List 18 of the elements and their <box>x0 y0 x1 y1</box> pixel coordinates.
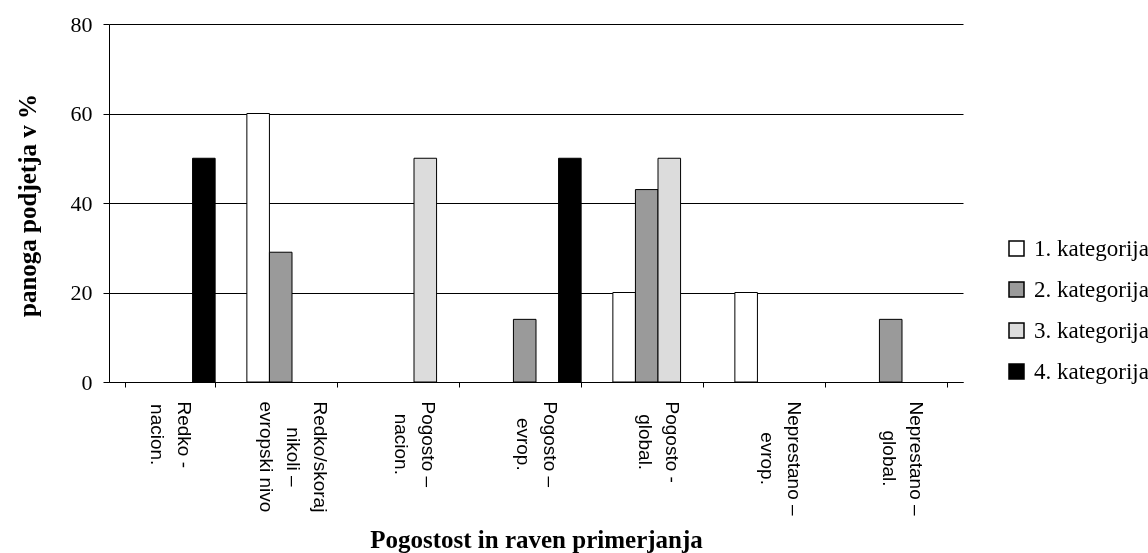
x-tick-label: Pogosto - global. <box>635 401 683 483</box>
y-tick-label: 80 <box>70 11 93 37</box>
legend-label: 1. kategorija <box>1034 235 1148 261</box>
x-tick-label: Neprestano – evrop. <box>757 401 805 517</box>
legend-label: 3. kategorija <box>1034 317 1148 343</box>
legend-label: 4. kategorija <box>1034 358 1148 384</box>
y-tick-label: 40 <box>70 190 93 216</box>
y-tick-label: 60 <box>70 101 93 126</box>
legend-label: 2. kategorija <box>1034 276 1148 302</box>
x-tick-label: Pogosto – nacion. <box>391 401 439 488</box>
x-tick-label: Redko/skoraj nikoli – evropski nivo <box>255 401 331 513</box>
y-tick-label: 20 <box>70 280 93 305</box>
x-tick-label: Neprestano – global. <box>879 401 927 517</box>
y-tick-label: 0 <box>81 369 93 395</box>
y-axis-title: panoga podjetja v % <box>13 94 41 317</box>
x-axis-title: Pogostost in raven primerjanja <box>370 525 704 553</box>
x-tick-label: Pogosto – evrop. <box>513 401 561 488</box>
x-tick-label: Redko - nacion. <box>147 401 195 469</box>
